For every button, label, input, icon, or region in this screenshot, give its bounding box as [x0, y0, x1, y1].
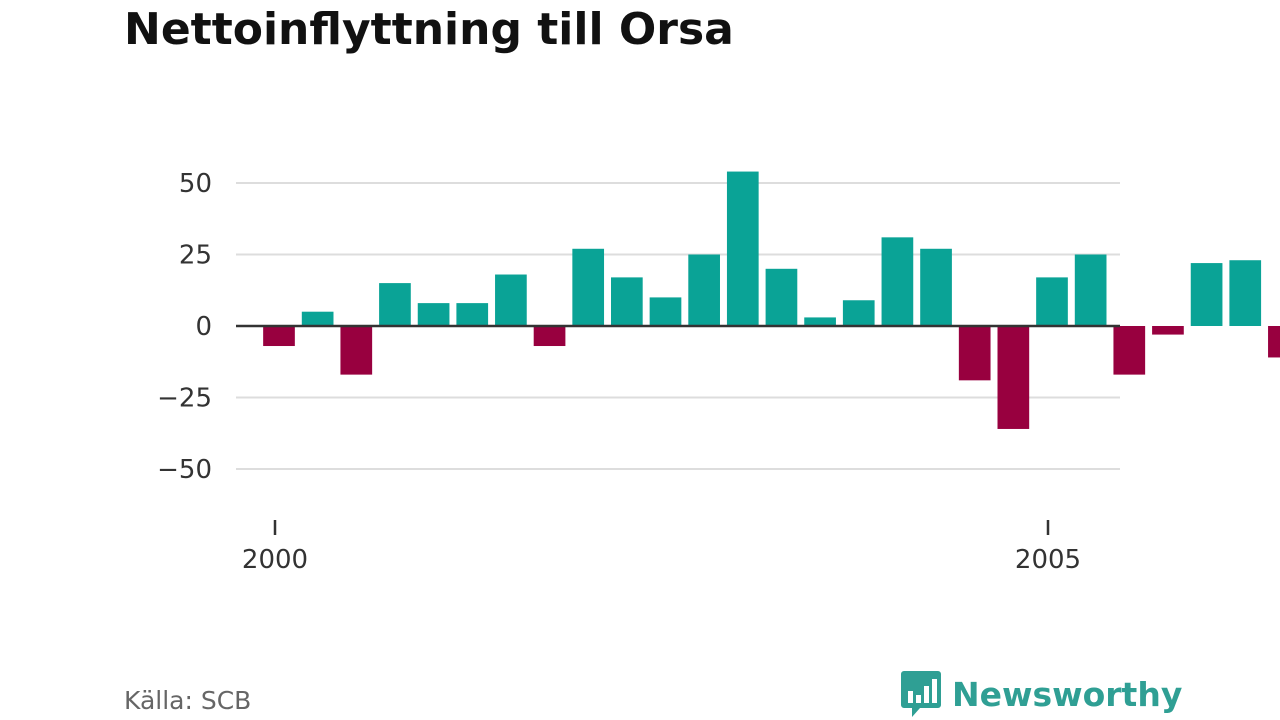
- bar: [726, 171, 759, 326]
- bar: [456, 303, 489, 326]
- bar: [1190, 263, 1223, 326]
- bar: [572, 248, 605, 326]
- brand-name: Newsworthy: [952, 674, 1183, 714]
- bar: [340, 326, 373, 375]
- bar: [688, 254, 720, 326]
- y-tick-label: 25: [179, 241, 212, 271]
- grid-lines: [236, 182, 1120, 470]
- bar: [997, 326, 1030, 429]
- x-axis: 200020052010201520202025: [242, 520, 1081, 575]
- y-tick-label: 50: [179, 169, 212, 199]
- y-axis: 50 25 0 −25 −50: [157, 169, 212, 485]
- bar: [649, 297, 682, 326]
- bar: [881, 237, 914, 326]
- bar: [379, 283, 411, 326]
- source-label: Källa: SCB: [124, 686, 252, 715]
- bar: [1113, 326, 1146, 375]
- x-tick-label: 2000: [242, 545, 308, 575]
- bar: [958, 326, 991, 381]
- bar: [533, 326, 566, 347]
- bar: [263, 326, 295, 347]
- y-tick-label: 0: [195, 312, 212, 342]
- bar: [1268, 326, 1280, 358]
- bar: [765, 268, 798, 326]
- bar: [1074, 254, 1107, 326]
- bar-chart-speech-bubble-icon: [901, 671, 941, 717]
- chart-title: Nettoinflyttning till Orsa: [124, 4, 734, 55]
- bar: [920, 248, 952, 326]
- x-tick-label: 2005: [1015, 545, 1081, 575]
- bars: [263, 171, 1280, 429]
- bar: [417, 303, 450, 326]
- bar: [301, 311, 334, 326]
- y-tick-label: −25: [157, 384, 212, 414]
- bar: [804, 317, 836, 326]
- y-tick-label: −50: [157, 455, 212, 485]
- bar: [1152, 326, 1184, 335]
- bar: [1036, 277, 1068, 326]
- bar: [611, 277, 643, 326]
- brand-logo: Newsworthy: [900, 668, 1182, 720]
- bar: [495, 274, 527, 326]
- bar: [1229, 260, 1262, 326]
- bar: [842, 300, 875, 326]
